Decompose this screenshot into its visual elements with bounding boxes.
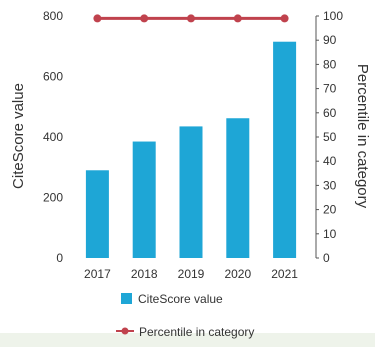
y2-tick-label: 40 bbox=[323, 154, 337, 168]
bar-2017 bbox=[86, 170, 109, 258]
percentile-point-2018 bbox=[140, 14, 148, 22]
y2-tick-label: 80 bbox=[323, 57, 337, 71]
y-tick-label: 200 bbox=[43, 191, 63, 205]
x-tick-label: 2018 bbox=[131, 267, 158, 281]
y-tick-label: 400 bbox=[43, 130, 63, 144]
y2-axis-ticks: 0 10 20 30 40 50 60 70 80 90 100 bbox=[316, 9, 343, 265]
bar-2018 bbox=[133, 142, 156, 258]
y2-tick-label: 0 bbox=[323, 251, 330, 265]
x-tick-label: 2019 bbox=[178, 267, 205, 281]
x-tick-label: 2020 bbox=[224, 267, 251, 281]
y-axis-title: CiteScore value bbox=[10, 83, 27, 189]
y-tick-label: 0 bbox=[56, 251, 63, 265]
y2-tick-label: 10 bbox=[323, 227, 337, 241]
y2-axis-title: Percentile in category bbox=[354, 64, 371, 209]
bar-2019 bbox=[180, 126, 203, 258]
y2-tick-label: 70 bbox=[323, 82, 337, 96]
y2-tick-label: 100 bbox=[323, 9, 343, 23]
percentile-point-2021 bbox=[281, 14, 289, 22]
y-tick-label: 600 bbox=[43, 70, 63, 84]
y-tick-label: 800 bbox=[43, 9, 63, 23]
legend: CiteScore value Percentile in category bbox=[116, 292, 254, 339]
x-tick-label: 2017 bbox=[84, 267, 111, 281]
x-axis-ticks: 2017 2018 2019 2020 2021 bbox=[84, 267, 298, 281]
y2-tick-label: 50 bbox=[323, 130, 337, 144]
percentile-point-2019 bbox=[187, 14, 195, 22]
y2-tick-label: 20 bbox=[323, 203, 337, 217]
legend-swatch-marker bbox=[122, 328, 129, 335]
legend-label-bar: CiteScore value bbox=[138, 292, 223, 306]
bars bbox=[86, 42, 296, 258]
x-tick-label: 2021 bbox=[271, 267, 298, 281]
percentile-point-2017 bbox=[93, 14, 101, 22]
y2-tick-label: 60 bbox=[323, 106, 337, 120]
percentile-line-series bbox=[93, 14, 288, 22]
percentile-point-2020 bbox=[234, 14, 242, 22]
bar-2020 bbox=[226, 118, 249, 258]
y2-tick-label: 90 bbox=[323, 33, 337, 47]
legend-swatch-bar bbox=[121, 293, 132, 304]
y2-tick-label: 30 bbox=[323, 178, 337, 192]
legend-label-line: Percentile in category bbox=[139, 325, 254, 339]
y-axis-ticks: 0 200 400 600 800 bbox=[43, 9, 63, 265]
bar-2021 bbox=[273, 42, 296, 258]
